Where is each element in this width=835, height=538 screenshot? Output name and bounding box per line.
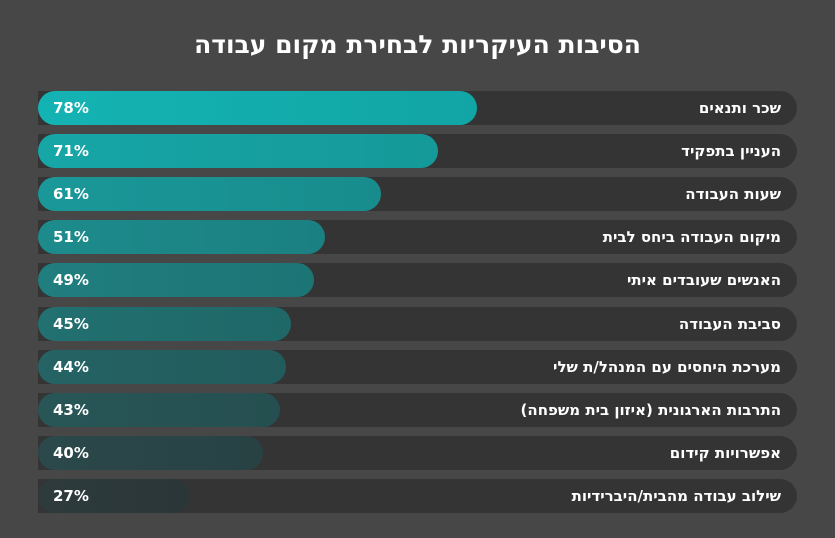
category-label: סביבת העבודה bbox=[678, 314, 781, 333]
bar-track: 44% מערכת היחסים עם המנהל/ת שלי bbox=[38, 349, 797, 384]
bar: 45% bbox=[38, 306, 292, 341]
value-label: 27% bbox=[53, 486, 89, 505]
value-label: 61% bbox=[53, 185, 89, 204]
value-label: 51% bbox=[53, 228, 89, 247]
chart-title: הסיבות העיקריות לבחירת מקום עבודה bbox=[194, 30, 641, 59]
bar-track: 43% התרבות הארגונית (איזון בית משפחה) bbox=[38, 392, 797, 427]
category-label: האנשים שעובדים איתי bbox=[626, 271, 781, 290]
bar: 71% bbox=[38, 134, 438, 169]
bar: 51% bbox=[38, 220, 326, 255]
bar-track: 40% אפשרויות קידום bbox=[38, 435, 797, 470]
bar-track: 51% מיקום העבודה ביחס לבית bbox=[38, 220, 797, 255]
value-label: 44% bbox=[53, 357, 89, 376]
bar-track: 71% העניין בתפקיד bbox=[38, 134, 797, 169]
bar: 44% bbox=[38, 349, 286, 384]
bar-track: 27% שילוב עבודה מהבית/היברידיות bbox=[38, 478, 797, 513]
value-label: 40% bbox=[53, 443, 89, 462]
category-label: התרבות הארגונית (איזון בית משפחה) bbox=[520, 400, 781, 419]
bar: 49% bbox=[38, 263, 314, 298]
bar: 43% bbox=[38, 392, 280, 427]
bar: 61% bbox=[38, 177, 382, 212]
value-label: 49% bbox=[53, 271, 89, 290]
category-label: אפשרויות קידום bbox=[669, 443, 781, 462]
category-label: מערכת היחסים עם המנהל/ת שלי bbox=[553, 357, 781, 376]
category-label: מיקום העבודה ביחס לבית bbox=[602, 228, 781, 247]
value-label: 45% bbox=[53, 314, 89, 333]
bar-track: 78% שכר ותנאים bbox=[38, 91, 797, 125]
category-label: שכר ותנאים bbox=[698, 99, 781, 117]
bar: 27% bbox=[38, 478, 190, 513]
bar-track: 61% שעות העבודה bbox=[38, 177, 797, 212]
value-label: 71% bbox=[53, 142, 89, 161]
bar: 78% bbox=[38, 91, 477, 125]
category-label: שעות העבודה bbox=[685, 185, 781, 204]
category-label: העניין בתפקיד bbox=[681, 142, 781, 161]
value-label: 43% bbox=[53, 400, 89, 419]
bar: 40% bbox=[38, 435, 264, 470]
value-label: 78% bbox=[53, 99, 89, 117]
category-label: שילוב עבודה מהבית/היברידיות bbox=[571, 486, 781, 505]
bar-track: 49% האנשים שעובדים איתי bbox=[38, 263, 797, 298]
bar-track: 45% סביבת העבודה bbox=[38, 306, 797, 341]
